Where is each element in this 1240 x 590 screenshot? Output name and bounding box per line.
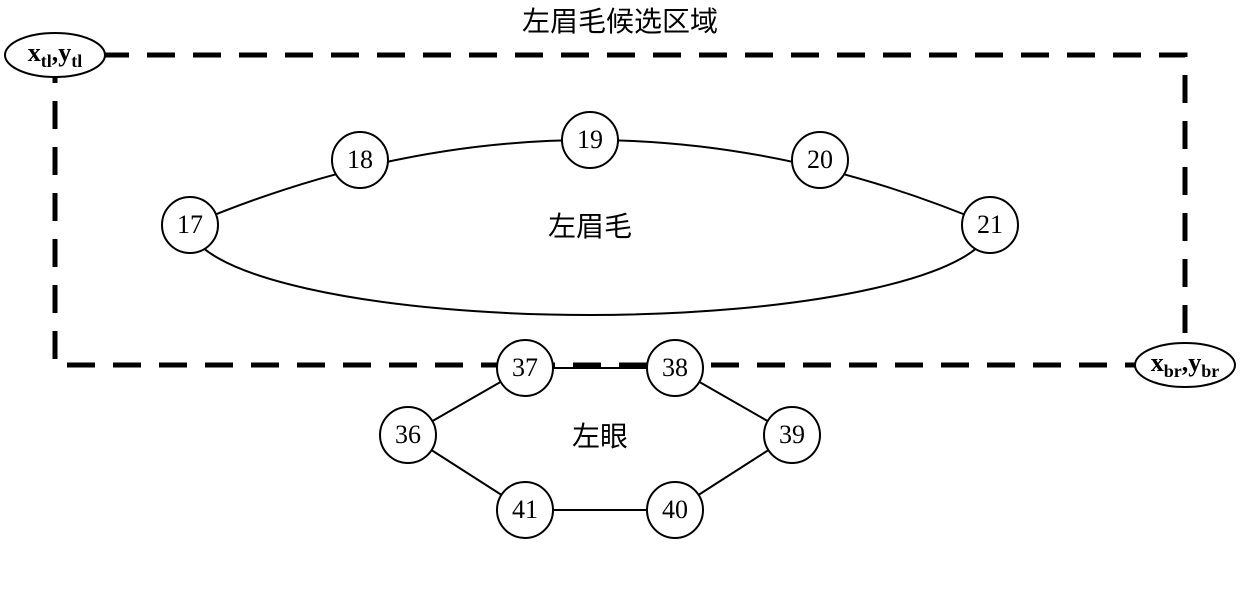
- tl-sub1: tl: [41, 51, 52, 71]
- landmark-label-39: 39: [779, 420, 805, 450]
- corner-tl-label: xtl,ytl: [28, 38, 83, 72]
- eye-edge-38-39: [699, 382, 767, 421]
- diagram-svg: [0, 0, 1240, 590]
- corner-br-label: xbr,ybr: [1151, 348, 1220, 382]
- landmark-label-21: 21: [977, 210, 1003, 240]
- landmark-label-19: 19: [577, 125, 603, 155]
- br-comma: ,y: [1182, 348, 1202, 377]
- landmark-label-20: 20: [807, 145, 833, 175]
- eye-edge-41-36: [432, 450, 502, 495]
- landmark-label-17: 17: [177, 210, 203, 240]
- eye-edge-36-37: [432, 382, 500, 421]
- landmark-label-37: 37: [512, 353, 538, 383]
- tl-x: x: [28, 38, 41, 67]
- landmark-label-38: 38: [662, 353, 688, 383]
- br-sub1: br: [1164, 361, 1182, 381]
- tl-sub2: tl: [71, 51, 82, 71]
- diagram-canvas: 左眉毛候选区域 左眉毛 左眼 xtl,ytl xbr,ybr 171819202…: [0, 0, 1240, 590]
- eyebrow-label: 左眉毛: [548, 205, 632, 245]
- br-x: x: [1151, 348, 1164, 377]
- landmark-label-41: 41: [512, 495, 538, 525]
- landmark-label-40: 40: [662, 495, 688, 525]
- title-label: 左眉毛候选区域: [522, 0, 718, 40]
- br-sub2: br: [1201, 361, 1219, 381]
- eye-edge-39-40: [699, 450, 769, 495]
- eye-label: 左眼: [572, 415, 628, 455]
- landmark-label-36: 36: [395, 420, 421, 450]
- landmark-label-18: 18: [347, 145, 373, 175]
- tl-comma: ,y: [52, 38, 72, 67]
